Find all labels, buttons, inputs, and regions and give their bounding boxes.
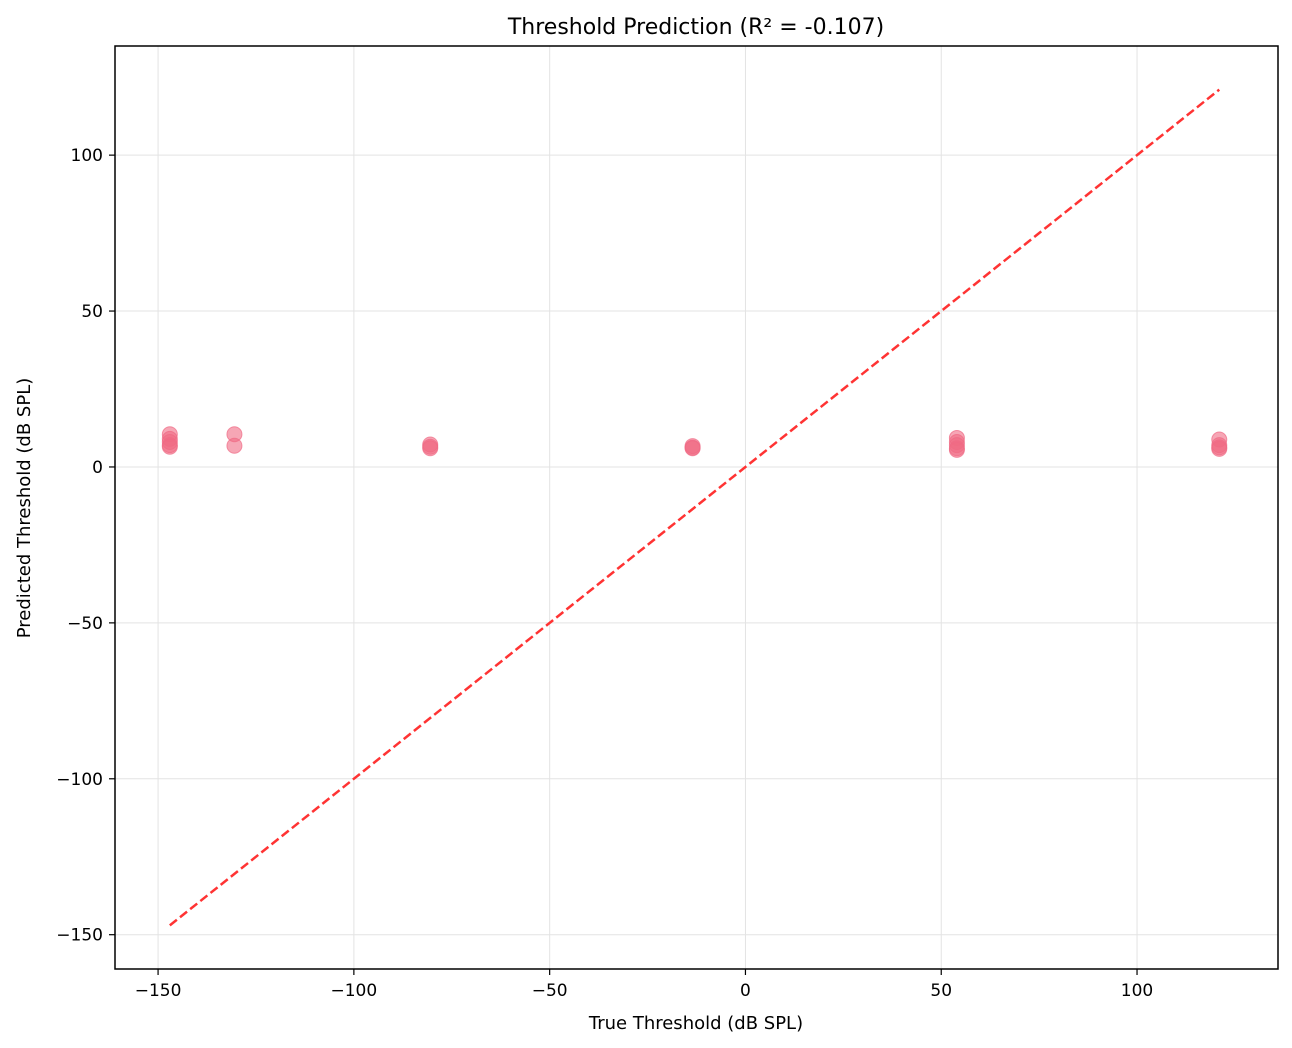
reference-line-group	[169, 88, 1221, 927]
x-axis-label: True Threshold (dB SPL)	[588, 1013, 803, 1034]
data-point	[948, 441, 965, 458]
y-tick-label: 50	[81, 302, 103, 322]
grid-lines	[115, 46, 1278, 969]
y-tick-label: −150	[56, 926, 103, 946]
y-tick-label: −50	[67, 614, 103, 634]
x-tick-label: −100	[331, 981, 378, 1001]
data-point	[226, 437, 243, 454]
y-tick-label: 0	[92, 458, 103, 478]
data-point	[161, 438, 178, 455]
data-point	[1211, 440, 1228, 457]
data-point	[422, 440, 439, 457]
y-axis-label: Predicted Threshold (dB SPL)	[14, 378, 35, 639]
reference-line	[169, 88, 1221, 927]
x-tick-label: 50	[930, 981, 952, 1001]
x-tick-label: −50	[532, 981, 568, 1001]
y-axis-ticks: −150 −100 −50 0 50 100	[56, 146, 115, 946]
x-tick-label: −150	[135, 981, 182, 1001]
x-axis-ticks: −150 −100 −50 0 50 100	[135, 969, 1153, 1001]
y-tick-label: −100	[56, 770, 103, 790]
y-tick-label: 100	[71, 146, 103, 166]
chart-title: Threshold Prediction (R² = -0.107)	[507, 15, 884, 40]
x-tick-label: 0	[740, 981, 751, 1001]
data-points	[161, 426, 1228, 458]
plot-frame	[114, 45, 1279, 970]
x-tick-label: 100	[1121, 981, 1153, 1001]
data-point	[684, 440, 701, 457]
